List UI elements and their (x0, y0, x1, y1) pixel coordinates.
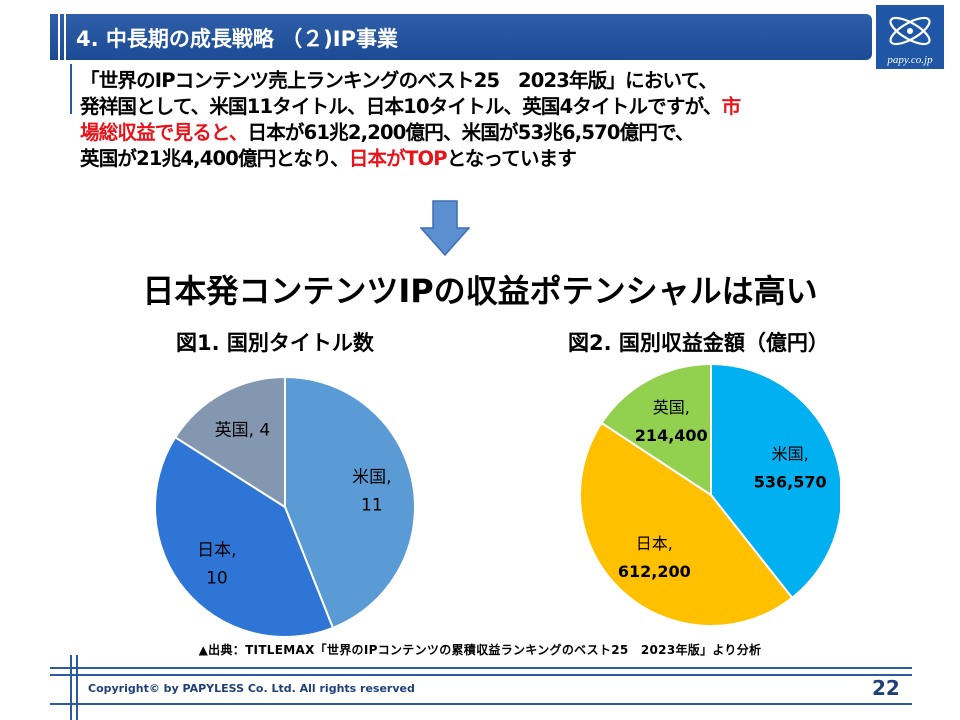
copyright-text: Copyright© by PAPYLESS Co. Ltd. All righ… (88, 682, 415, 695)
logo-text: papy.co.jp (887, 54, 933, 66)
pie-value-label: 10 (206, 568, 228, 588)
header-divider (58, 14, 60, 60)
pie-category-label: 日本, (636, 534, 673, 553)
headline: 日本発コンテンツIPの収益ポテンシャルは高い (142, 272, 818, 310)
intro-paragraph: 「世界のIPコンテンツ売上ランキングのベスト25 2023年版」において、 発祥… (80, 68, 910, 172)
pie-slice (173, 375, 286, 509)
intro-text: 発祥国として、米国11タイトル、日本10タイトル、英国4タイトルですが、 (80, 95, 722, 118)
pie-category-label: 英国, 4 (215, 421, 271, 441)
left-decoration-line (70, 64, 72, 114)
header-divider (64, 14, 66, 60)
intro-line: 場総収益で見ると、日本が61兆2,200億円、米国が53兆6,570億円で、 (80, 120, 910, 146)
header-bar: 4. 中長期の成長戦略 （２)IP事業 (50, 14, 872, 60)
chart-title-revenue: 図2. 国別収益金額（億円） (568, 331, 829, 355)
footer-divider (50, 703, 912, 705)
pie-slice (600, 362, 712, 497)
intro-highlight: 場総収益で見ると、 (80, 121, 248, 144)
pie-value-label: 612,200 (618, 562, 691, 581)
intro-line: 英国が21兆4,400億円となり、日本がTOPとなっています (80, 146, 910, 172)
left-decoration-line (76, 655, 78, 720)
footer-divider (50, 674, 912, 676)
pie-chart-titles: 米国, 11 日本, 10 英国, 4 (154, 375, 416, 638)
pie-category-label: 日本, (197, 540, 236, 560)
intro-line: 「世界のIPコンテンツ売上ランキングのベスト25 2023年版」において、 (80, 69, 718, 92)
intro-text: となっています (446, 147, 577, 170)
intro-highlight: 市 (721, 95, 741, 118)
intro-highlight: 日本がTOP (348, 147, 448, 170)
source-note: ▲出典：TITLEMAX「世界のIPコンテンツの累積収益ランキングのベスト25 … (198, 643, 762, 657)
intro-text: 日本が61兆2,200億円、米国が53兆6,570億円で、 (247, 121, 695, 144)
pie-slice (284, 375, 416, 630)
pie-value-label: 536,570 (754, 472, 827, 491)
page-title: 4. 中長期の成長戦略 （２)IP事業 (76, 27, 399, 51)
pie-value-label: 11 (361, 495, 383, 515)
left-decoration-line (70, 655, 72, 720)
logo: papy.co.jp (876, 5, 944, 69)
pie-slice (710, 362, 840, 600)
atom-orbit-icon (889, 16, 931, 46)
pie-slice (154, 435, 335, 638)
footer-divider (50, 667, 912, 669)
down-arrow-icon (420, 200, 470, 256)
intro-line: 発祥国として、米国11タイトル、日本10タイトル、英国4タイトルですが、市 (80, 94, 910, 120)
page-number: 22 (872, 676, 900, 700)
intro-text: 英国が21兆4,400億円となり、 (80, 147, 350, 170)
pie-category-label: 英国, (653, 398, 690, 417)
pie-category-label: 米国, (352, 467, 391, 487)
pie-category-label: 米国, (772, 444, 809, 463)
pie-chart-revenue: 米国, 536,570 日本, 612,200 英国, 214,400 (579, 362, 840, 627)
pie-slice (579, 421, 794, 627)
chart-title-titles: 図1. 国別タイトル数 (176, 331, 374, 355)
pie-value-label: 214,400 (635, 426, 708, 445)
